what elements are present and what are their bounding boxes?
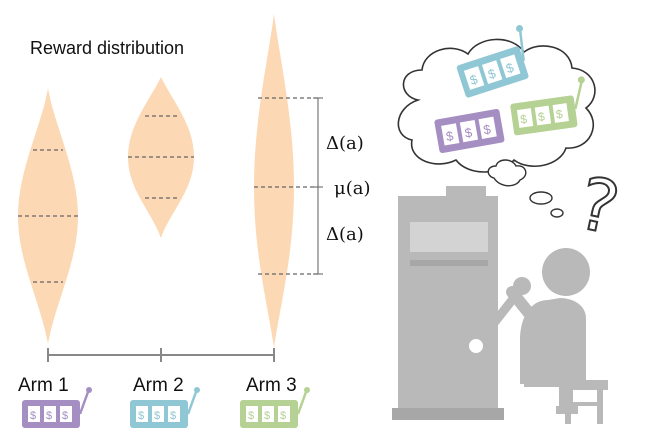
svg-text:$: $ (280, 410, 286, 422)
arm-axis (47, 348, 275, 362)
diagram-title: Reward distribution (30, 38, 184, 58)
stool-seat (562, 380, 608, 390)
svg-text:$: $ (62, 410, 68, 422)
delta-lower-label: Δ(a) (326, 224, 364, 245)
svg-text:$: $ (170, 410, 176, 422)
delta-brackets (313, 97, 323, 275)
cloud-blue-slot-machine-icon: $ $ $ (456, 25, 529, 98)
svg-text:$: $ (264, 410, 270, 422)
person-torso (520, 298, 586, 384)
question-mark-icon: ? (571, 161, 626, 251)
cloud-green-slot-machine-icon: $ $ $ (510, 76, 585, 136)
svg-text:$: $ (445, 128, 455, 144)
svg-text:$: $ (555, 107, 564, 122)
svg-text:$: $ (154, 410, 160, 422)
svg-text:$: $ (537, 109, 546, 124)
person-icon (506, 248, 608, 424)
svg-text:$: $ (482, 121, 492, 137)
svg-text:$: $ (30, 410, 36, 422)
thought-bubble-small-1 (487, 159, 527, 187)
svg-text:$: $ (248, 410, 254, 422)
arm-3-distribution (254, 14, 318, 348)
arm-1-label: Arm 1 (18, 375, 69, 396)
thought-bubble-small-3 (550, 208, 564, 218)
person-head (542, 248, 590, 296)
svg-text:$: $ (463, 125, 473, 141)
arm-3-violin (254, 14, 294, 348)
mu-label: μ(a) (334, 178, 370, 199)
arm-3-slot-machine-icon: $ $ $ (240, 387, 310, 428)
arm-1-slot-machine-icon: $ $ $ (22, 387, 92, 428)
thought-bubble-small-2 (529, 191, 553, 205)
large-slot-machine-icon (392, 186, 525, 420)
arm-1-distribution (18, 88, 78, 344)
delta-upper-label: Δ(a) (326, 133, 364, 154)
arm-2-slot-machine-icon: $ $ $ (130, 387, 200, 428)
arm-2-distribution (128, 77, 194, 238)
arm-2-violin (128, 77, 194, 238)
svg-text:$: $ (46, 410, 52, 422)
cloud-purple-slot-machine-icon: $ $ $ (434, 109, 505, 154)
arm-3-label: Arm 3 (246, 375, 297, 396)
arm-2-label: Arm 2 (133, 375, 184, 396)
svg-text:$: $ (138, 410, 144, 422)
svg-text:$: $ (519, 112, 528, 127)
